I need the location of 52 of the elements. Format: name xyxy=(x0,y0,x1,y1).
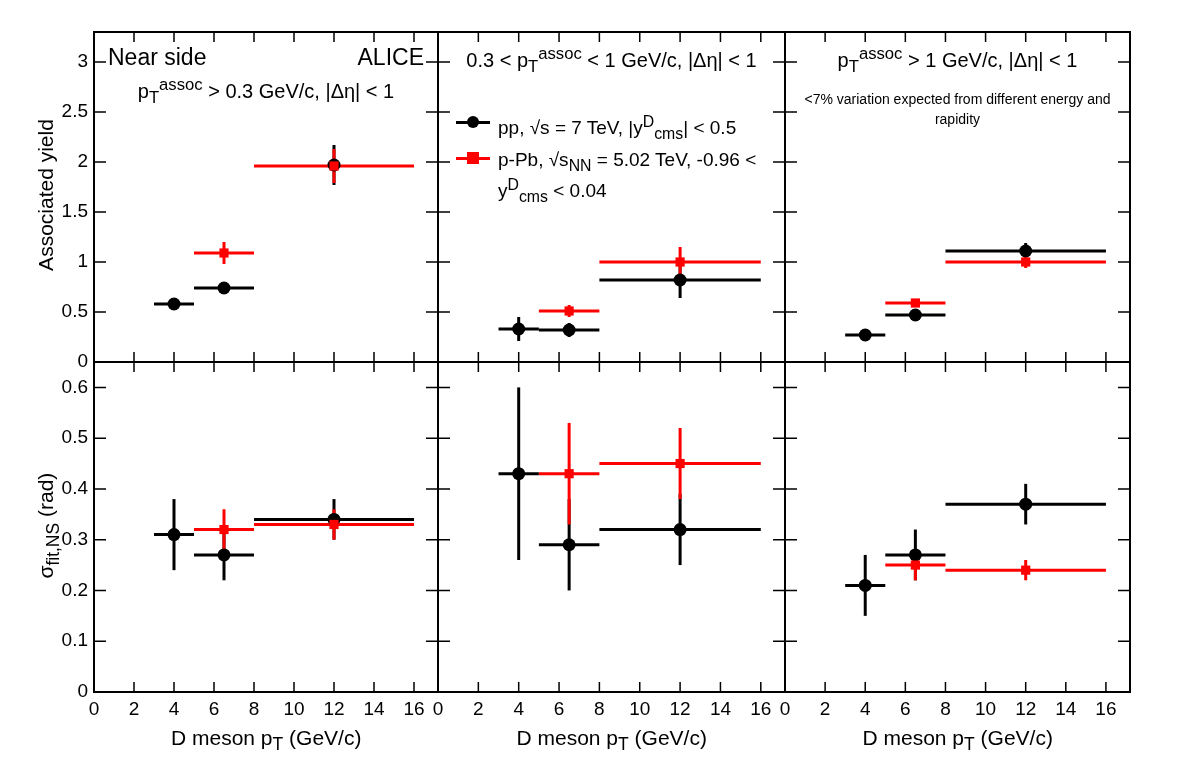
x-tick-label: 8 xyxy=(940,697,951,719)
x-tick-label: 6 xyxy=(900,697,911,719)
y-tick-label: 0.2 xyxy=(61,578,88,600)
x-tick-label: 14 xyxy=(709,697,732,719)
x-tick-label: 2 xyxy=(128,697,140,719)
y-tick-label: 0.5 xyxy=(61,300,88,322)
y-tick-label: 0.4 xyxy=(61,477,89,499)
x-tick-label: 16 xyxy=(1095,697,1117,719)
y-tick-label: 2.5 xyxy=(61,100,88,122)
x-tick-label: 16 xyxy=(403,697,425,719)
x-tick-label: 4 xyxy=(859,697,871,719)
y-tick-label: 2 xyxy=(77,150,88,172)
x-tick-label: 6 xyxy=(208,697,220,719)
x-tick-label: 4 xyxy=(168,697,180,719)
text: 0.3 < p$_{T}$$^{assoc}$ < 1 GeV/c, |Δη| < 1 xyxy=(465,44,758,77)
y-tick-label: 0.3 xyxy=(61,527,88,549)
x-tick-label: 16 xyxy=(750,697,772,719)
x-tick-label: 8 xyxy=(248,697,260,719)
x-tick-label: 14 xyxy=(1055,697,1077,719)
x-tick-label: 12 xyxy=(323,697,345,719)
x-axis-title: D meson p$_{T}$ (GeV/c) xyxy=(171,726,362,756)
y-tick-label: 0.1 xyxy=(61,629,88,651)
x-tick-label: 0 xyxy=(432,697,444,719)
annotation: Near side xyxy=(108,44,207,71)
text: p-Pb, √s$_{NN}$ = 5.02 TeV, -0.96 < y$^{D}$$_{cms}$ < 0.04 xyxy=(498,148,757,206)
x-tick-label: 10 xyxy=(283,697,305,719)
y-tick-label: 0 xyxy=(77,350,88,372)
text: p$_{T}$$^{assoc}$ > 0.3 GeV/c, |Δη| < 1 xyxy=(136,75,396,108)
x-tick-label: 10 xyxy=(975,697,997,719)
x-tick-label: 12 xyxy=(1015,697,1037,719)
x-tick-label: 2 xyxy=(473,697,484,719)
x-tick-label: 8 xyxy=(594,697,605,719)
x-tick-label: 14 xyxy=(363,697,385,719)
x-tick-label: 4 xyxy=(513,697,525,719)
y-tick-label: 0.5 xyxy=(61,426,88,448)
y-axis-title: Associated yield xyxy=(33,119,58,271)
y-tick-label: 3 xyxy=(77,50,88,72)
x-tick-label: 12 xyxy=(669,697,691,719)
y-tick-label: 0 xyxy=(77,680,88,702)
annotation: ALICE xyxy=(357,44,424,71)
x-tick-label: 0 xyxy=(779,697,791,719)
x-axis-title: D meson p$_{T}$ (GeV/c) xyxy=(516,726,707,756)
x-tick-label: 10 xyxy=(629,697,651,719)
x-tick-label: 6 xyxy=(553,697,565,719)
x-axis-title: D meson p$_{T}$ (GeV/c) xyxy=(862,726,1053,756)
annotation: <7% variation expected from different energy and rapidity xyxy=(804,90,1111,127)
y-tick-label: 1 xyxy=(77,250,88,272)
y-tick-label: 1.5 xyxy=(61,200,88,222)
legend-label: pp, √s = 7 TeV, |y$^{D}$$_{cms}$| < 0.5 xyxy=(498,112,738,144)
text: p$_{T}$$^{assoc}$ > 1 GeV/c, |Δη| < 1 xyxy=(836,44,1079,77)
x-tick-label: 2 xyxy=(819,697,831,719)
y-tick-label: 0.6 xyxy=(61,375,88,397)
